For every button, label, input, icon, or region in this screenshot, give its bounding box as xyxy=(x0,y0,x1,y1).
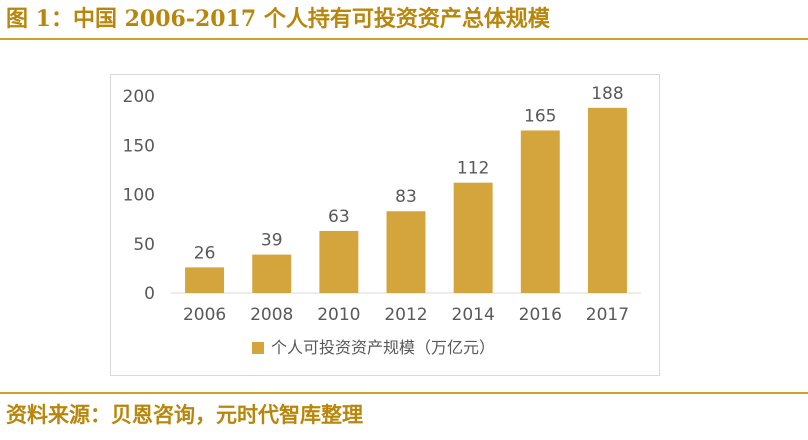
y-tick-label: 50 xyxy=(133,235,155,255)
y-tick-label: 150 xyxy=(123,136,155,156)
x-tick-label: 2016 xyxy=(519,305,562,325)
data-label: 83 xyxy=(395,187,417,207)
figure-title: 图 1：中国 2006-2017 个人持有可投资资产总体规模 xyxy=(6,6,550,32)
bar xyxy=(185,267,225,293)
bar xyxy=(319,230,359,293)
x-tick-label: 2017 xyxy=(586,305,629,325)
legend-label: 个人可投资资产规模（万亿元） xyxy=(271,338,495,357)
x-tick-label: 2014 xyxy=(452,305,495,325)
bar xyxy=(587,107,627,293)
legend-swatch xyxy=(252,342,264,354)
bar-chart: 0 50 100 150 200 26 2006 39 2008 63 2010 83 2012 112 2… xyxy=(123,84,641,357)
data-label: 63 xyxy=(328,207,350,227)
data-label: 165 xyxy=(524,106,556,126)
chart-panel: 0 50 100 150 200 26 2006 39 2008 63 2010 83 2012 112 2… xyxy=(110,74,660,376)
data-label: 39 xyxy=(261,231,283,251)
data-label: 188 xyxy=(591,84,623,104)
x-tick-label: 2012 xyxy=(384,305,427,325)
source-note: 资料来源：贝恩咨询，元时代智库整理 xyxy=(6,402,363,427)
data-label: 112 xyxy=(457,159,489,179)
bar xyxy=(386,211,426,293)
y-tick-label: 100 xyxy=(123,186,155,206)
title-divider xyxy=(0,38,808,40)
source-divider xyxy=(0,392,808,394)
bar xyxy=(252,254,292,293)
bar xyxy=(520,130,560,293)
y-tick-label: 0 xyxy=(144,284,155,304)
y-tick-label: 200 xyxy=(123,87,155,107)
bar xyxy=(453,182,493,293)
x-tick-label: 2006 xyxy=(183,305,226,325)
x-tick-label: 2010 xyxy=(317,305,360,325)
x-tick-label: 2008 xyxy=(250,305,293,325)
data-label: 26 xyxy=(194,243,216,263)
